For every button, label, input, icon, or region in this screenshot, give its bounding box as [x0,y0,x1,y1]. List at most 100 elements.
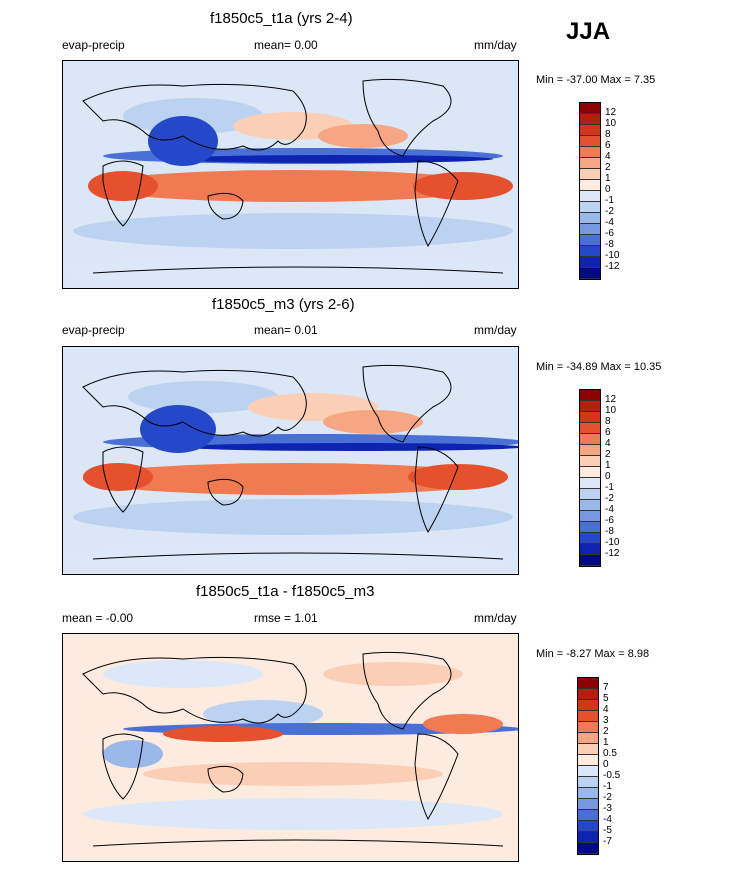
colorbar-segment [578,843,598,854]
colorbar-segment [580,511,600,522]
colorbar-tick-label: -4 [605,504,614,515]
panel3-map [62,633,519,862]
colorbar-segment [580,401,600,412]
panel3-mean-label: mean = -0.00 [62,611,134,625]
colorbar-segment [580,169,600,180]
colorbar-segment [580,235,600,246]
colorbar-tick-label: -5 [603,825,612,836]
panel3-map-graphic [63,634,518,861]
panel2-mean-label: mean= 0.01 [254,323,318,337]
panel1-minmax: Min = -37.00 Max = 7.35 [536,74,656,86]
colorbar-segment [580,202,600,213]
colorbar-tick-label: -1 [605,482,614,493]
colorbar-segment [580,158,600,169]
colorbar-segment [578,799,598,810]
season-label: JJA [566,18,611,45]
panel1-map-graphic [63,61,518,288]
colorbar-tick-label: 12 [605,107,617,118]
colorbar-tick-label: -2 [605,493,614,504]
colorbar-segment [580,114,600,125]
colorbar-tick-label: -12 [605,548,620,559]
colorbar-segment [580,500,600,511]
colorbar-tick-label: -3 [603,803,612,814]
colorbar-segment [578,689,598,700]
colorbar-tick-label: 6 [605,427,611,438]
colorbar-tick-label: -1 [605,195,614,206]
colorbar-segment [580,224,600,235]
colorbar-segment [580,423,600,434]
colorbar-tick-label: 10 [605,118,617,129]
colorbar-tick-label: -8 [605,239,614,250]
panel2-field-patterns [63,381,518,571]
colorbar-segment [580,191,600,202]
colorbar-segment [580,390,600,401]
panel3-rmse-label: rmse = 1.01 [254,611,318,625]
colorbar-tick-label: -6 [605,515,614,526]
colorbar-tick-label: -0.5 [603,770,621,781]
panel3-units-label: mm/day [474,611,517,625]
colorbar-segment [578,722,598,733]
colorbar-tick-label: 0.5 [603,748,617,759]
colorbar-tick-label: -6 [605,228,614,239]
colorbar-segment [580,268,600,279]
colorbar-segment [580,533,600,544]
panel3-colorbar [577,677,599,855]
panel1-variable-label: evap-precip [62,38,125,52]
colorbar-tick-label: 1 [605,460,611,471]
colorbar-tick-label: 1 [605,173,611,184]
panel1-title: f1850c5_t1a (yrs 2-4) [210,10,353,27]
colorbar-tick-label: -12 [605,261,620,272]
colorbar-segment [578,711,598,722]
panel1-units-label: mm/day [474,38,517,52]
colorbar-segment [580,412,600,423]
colorbar-tick-label: -1 [603,781,612,792]
colorbar-segment [580,103,600,114]
panel3-coastlines [82,651,504,847]
colorbar-segment [578,810,598,821]
panel2-minmax: Min = -34.89 Max = 10.35 [536,361,662,373]
colorbar-segment [580,522,600,533]
colorbar-segment [578,777,598,788]
panel2-title: f1850c5_m3 (yrs 2-6) [212,296,355,313]
colorbar-tick-label: 4 [603,704,609,715]
panel2-colorbar [579,389,601,567]
panel1-mean-label: mean= 0.00 [254,38,318,52]
colorbar-tick-label: 7 [603,682,609,693]
colorbar-tick-label: 4 [605,151,611,162]
colorbar-segment [578,821,598,832]
colorbar-tick-label: 4 [605,438,611,449]
colorbar-segment [578,766,598,777]
colorbar-tick-label: -10 [605,537,620,548]
panel2-variable-label: evap-precip [62,323,125,337]
panel2-map-graphic [63,347,518,574]
colorbar-tick-label: 6 [605,140,611,151]
colorbar-segment [580,213,600,224]
colorbar-segment [580,445,600,456]
panel1-field-patterns [63,98,518,285]
colorbar-tick-label: 2 [603,726,609,737]
colorbar-segment [580,544,600,555]
colorbar-segment [580,257,600,268]
colorbar-segment [580,478,600,489]
colorbar-tick-label: 2 [605,162,611,173]
colorbar-tick-label: 5 [603,693,609,704]
colorbar-tick-label: 12 [605,394,617,405]
colorbar-tick-label: -8 [605,526,614,537]
colorbar-segment [580,125,600,136]
colorbar-segment [580,434,600,445]
colorbar-tick-label: 2 [605,449,611,460]
colorbar-tick-label: 8 [605,416,611,427]
panel1-colorbar [579,102,601,280]
colorbar-segment [578,678,598,689]
colorbar-tick-label: 3 [603,715,609,726]
colorbar-tick-label: -7 [603,836,612,847]
colorbar-tick-label: -2 [605,206,614,217]
colorbar-tick-label: 1 [603,737,609,748]
colorbar-segment [578,832,598,843]
panel3-field-patterns [83,660,518,830]
panel1-coastlines [82,78,504,274]
colorbar-segment [580,136,600,147]
panel2-map [62,346,519,575]
colorbar-segment [580,147,600,158]
colorbar-segment [580,456,600,467]
